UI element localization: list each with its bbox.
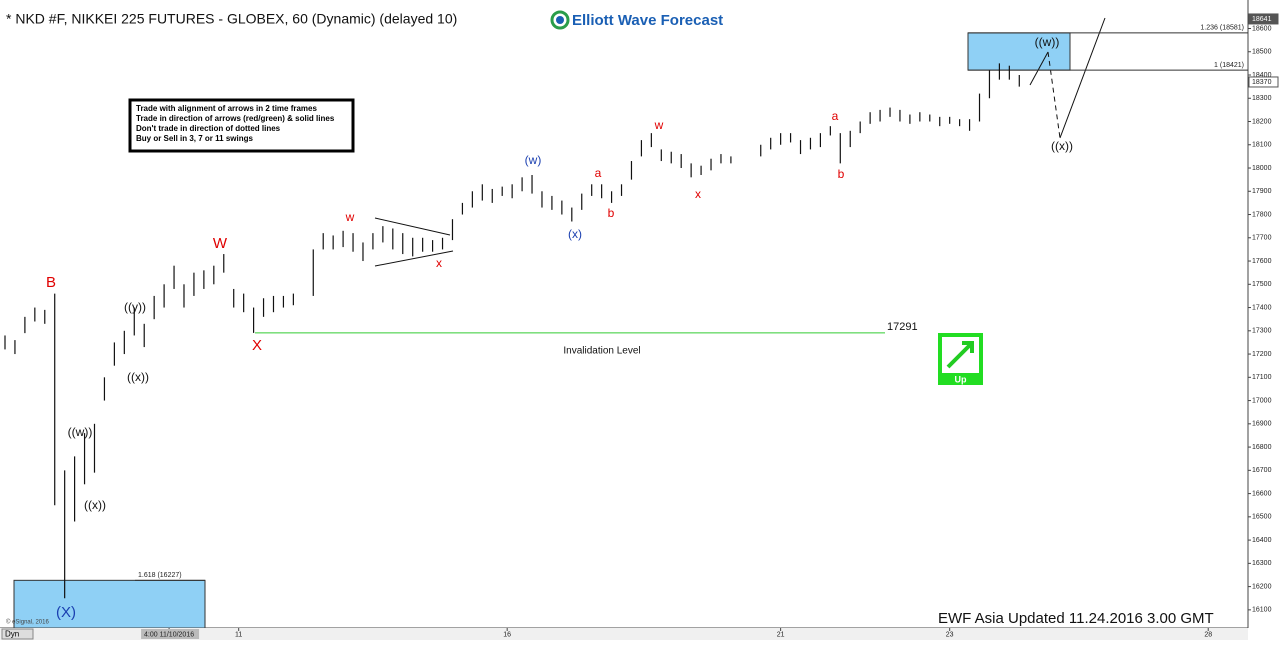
up-button: Up [938,333,983,385]
x-tick-label: 16 [503,631,511,638]
y-tick-label: 17100 [1252,374,1272,381]
triangle-line [374,250,454,267]
rule-text: Trade with alignment of arrows in 2 time… [136,104,317,113]
y-tick-label: 17500 [1252,281,1272,288]
corner-box [1,628,34,640]
fib-zone [13,579,206,629]
wave-label: w [654,118,664,132]
x-tick-label: 28 [1204,631,1212,638]
up-arrow [946,341,974,369]
x-tick-label: 4:00 11/10/2016 [144,631,194,638]
fib-label: 1 (18421) [1214,62,1244,69]
y-tick-label: 16700 [1252,467,1272,474]
rule-text: Buy or Sell in 3, 7 or 11 swings [136,134,253,143]
triangle-line [374,217,451,236]
wave-label: ((x)) [127,370,149,384]
y-tick-label: 16200 [1252,583,1272,590]
y-tick-label: 17800 [1252,211,1272,218]
x-tick-label: 11 [235,631,242,638]
wave-label: a [832,109,839,123]
brand-logo: Elliott Wave Forecast [550,10,723,30]
corner-label: Dyn [5,630,19,639]
price-label: 18641 [1252,16,1272,23]
y-tick-label: 17200 [1252,351,1272,358]
x-tick-label: 23 [946,631,954,638]
wave-label: (X) [56,604,76,621]
y-tick-label: 17400 [1252,304,1272,311]
y-tick-label: 18500 [1252,49,1272,56]
y-tick-label: 17700 [1252,235,1272,242]
up-label: Up [955,374,967,384]
wave-label: ((x)) [84,498,106,512]
chart-title: * NKD #F, NIKKEI 225 FUTURES - GLOBEX, 6… [6,11,457,27]
y-tick-label: 18300 [1252,95,1272,102]
invalidation-value: 17291 [887,321,918,333]
price-label-box [1248,76,1279,88]
y-tick-label: 18100 [1252,142,1272,149]
price-label-box [1248,13,1279,25]
wave-label: x [436,256,442,270]
y-tick-label: 16500 [1252,514,1272,521]
price-label: 18370 [1252,79,1272,86]
x-tick-highlight [141,629,200,639]
copyright: © eSignal, 2016 [6,619,49,626]
rule-text: Don't trade in direction of dotted lines [136,124,281,133]
invalidation-label: Invalidation Level [563,346,640,357]
wave-label: a [595,166,602,180]
rule-text: Trade in direction of arrows (red/green)… [136,114,335,123]
x-tick-label: 21 [777,631,785,638]
wave-label: ((x)) [1051,139,1073,153]
brand-name: Elliott Wave Forecast [572,12,723,29]
y-tick-label: 16600 [1252,490,1272,497]
x-axis-strip [0,628,1248,640]
wave-label: ((y)) [124,300,146,314]
fib-label: 1.236 (18581) [1200,25,1244,32]
y-tick-label: 17300 [1252,328,1272,335]
wave-label: ((w)) [1035,35,1060,49]
rules-box [128,98,355,153]
wave-label: b [838,167,845,181]
wave-label: x [695,187,701,201]
y-tick-label: 17600 [1252,258,1272,265]
fib-label: 1.618 (16227) [138,572,182,579]
y-tick-label: 16400 [1252,537,1272,544]
y-tick-label: 16800 [1252,444,1272,451]
wave-label: b [608,206,615,220]
y-tick-label: 17000 [1252,397,1272,404]
wave-label: W [213,235,228,252]
wave-label: w [345,210,355,224]
footer: EWF Asia Updated 11.24.2016 3.00 GMT [938,610,1214,627]
y-tick-label: 16100 [1252,607,1272,614]
y-tick-label: 18200 [1252,118,1272,125]
y-tick-label: 16900 [1252,421,1272,428]
logo-ring [550,10,570,30]
projection-dotted-line [1047,51,1061,139]
wave-label: X [252,337,262,354]
wave-label: (x) [568,227,582,241]
y-tick-label: 17900 [1252,188,1272,195]
wave-label: (w) [525,153,542,167]
y-tick-label: 16300 [1252,560,1272,567]
y-tick-label: 18000 [1252,165,1272,172]
wave-label: B [46,274,56,291]
fib-zone [967,32,1071,71]
logo-dot [556,16,564,24]
y-tick-label: 18400 [1252,72,1272,79]
projection-line [1059,17,1106,139]
wave-label: ((w)) [68,425,93,439]
y-tick-label: 18600 [1252,25,1272,32]
projection-line [1029,51,1049,86]
